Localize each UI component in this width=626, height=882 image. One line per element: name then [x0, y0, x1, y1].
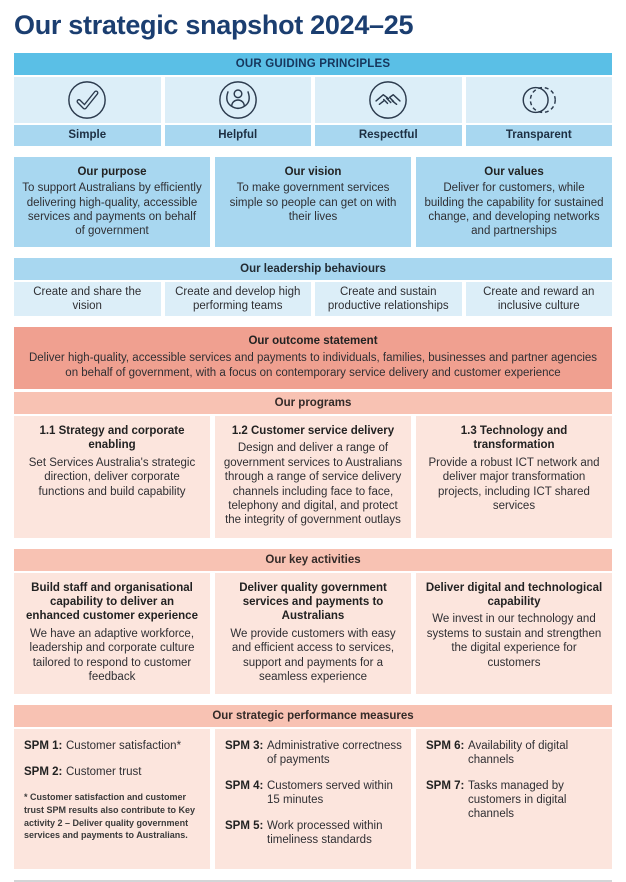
vision-body: To make government services simple so pe… [229, 182, 397, 223]
values-heading: Our values [484, 166, 544, 178]
values-card: Our values Deliver for customers, while … [416, 157, 612, 248]
outcome-body: Deliver high-quality, accessible service… [28, 352, 598, 380]
reporting-header: Reporting on our progress in achieving o… [14, 880, 612, 882]
principle-label-simple: Simple [14, 125, 161, 146]
spm-measure-label: SPM 2: [24, 766, 63, 779]
leadership-header: Our leadership behaviours [14, 258, 612, 281]
key-activity-body: We provide customers with easy and effic… [230, 627, 396, 683]
spm-measure-label: SPM 4: [225, 780, 264, 793]
handshake-icon [369, 81, 408, 119]
principle-label-transparent: Transparent [465, 125, 612, 146]
principle-cell-transparent [465, 77, 612, 123]
program-card-1-3: 1.3 Technology and transformation Provid… [416, 416, 612, 538]
program-body: Provide a robust ICT network and deliver… [428, 456, 600, 512]
spm-column-3: SPM 6: Availability of digital channels … [416, 729, 612, 870]
leadership-section: Our leadership behaviours Create and sha… [14, 258, 612, 317]
vision-heading: Our vision [284, 166, 342, 178]
program-card-1-2: 1.2 Customer service delivery Design and… [215, 416, 411, 538]
check-circle-icon [68, 81, 107, 119]
program-heading: 1.1 Strategy and corporate enabling [39, 425, 185, 452]
spm-measure-label: SPM 1: [24, 740, 63, 753]
programs-section: Our programs 1.1 Strategy and corporate … [14, 392, 612, 538]
spm-measure-text: Administrative correctness of payments [267, 740, 402, 767]
principle-label-respectful: Respectful [315, 125, 462, 146]
spm-row-group: SPM 1: Customer satisfaction* SPM 2: Cus… [14, 729, 612, 870]
spm-measure: SPM 6: Availability of digital channels [426, 739, 604, 767]
spm-measure: SPM 7: Tasks managed by customers in dig… [426, 779, 604, 821]
spm-measure: SPM 3: Administrative correctness of pay… [225, 739, 403, 767]
key-activity-heading: Deliver quality government services and … [239, 581, 387, 623]
spm-measure: SPM 5: Work processed within timeliness … [225, 819, 403, 847]
program-card-1-1: 1.1 Strategy and corporate enabling Set … [14, 416, 210, 538]
leadership-item: Create and develop high performing teams [164, 282, 311, 317]
spm-measure-label: SPM 5: [225, 820, 264, 833]
spm-measure-text: Customers served within 15 minutes [267, 780, 393, 807]
program-heading: 1.3 Technology and transformation [460, 425, 568, 452]
spm-measure: SPM 2: Customer trust [24, 765, 202, 779]
spm-column-1: SPM 1: Customer satisfaction* SPM 2: Cus… [14, 729, 210, 870]
reporting-section: Reporting on our progress in achieving o… [14, 880, 612, 882]
leadership-item: Create and sustain productive relationsh… [315, 282, 462, 317]
leadership-item: Create and reward an inclusive culture [465, 282, 612, 317]
leadership-items-row: Create and share the vision Create and d… [14, 282, 612, 317]
spm-measure-text: Tasks managed by customers in digital ch… [468, 780, 567, 821]
spm-footnote: * Customer satisfaction and customer tru… [24, 792, 196, 841]
spm-measure-text: Work processed within timeliness standar… [267, 820, 383, 847]
spm-measure-label: SPM 7: [426, 780, 465, 793]
key-activity-heading: Build staff and organisational capabilit… [26, 581, 198, 623]
purpose-heading: Our purpose [77, 166, 147, 178]
spm-measure-label: SPM 3: [225, 740, 264, 753]
principle-cell-respectful [315, 77, 462, 123]
leadership-item: Create and share the vision [14, 282, 161, 317]
spm-measure-text: Customer satisfaction* [66, 740, 182, 753]
statements-section: Our purpose To support Australians by ef… [14, 157, 612, 248]
vision-card: Our vision To make government services s… [215, 157, 411, 248]
program-body: Set Services Australia's strategic direc… [28, 456, 196, 498]
key-activity-heading: Deliver digital and technological capabi… [425, 581, 603, 609]
programs-row: 1.1 Strategy and corporate enabling Set … [14, 416, 612, 538]
overlapping-circles-icon [522, 86, 556, 114]
programs-header: Our programs [14, 392, 612, 415]
principle-cell-simple [14, 77, 161, 123]
spm-column-2: SPM 3: Administrative correctness of pay… [215, 729, 411, 870]
spm-measure-text: Customer trust [66, 766, 142, 779]
key-activity-body: We invest in our technology and systems … [426, 613, 602, 669]
guiding-principles-section: OUR GUIDING PRINCIPLES [14, 53, 612, 146]
outcome-statement: Our outcome statement Deliver high-quali… [14, 327, 612, 390]
key-activity-body: We have an adaptive workforce, leadershi… [29, 627, 195, 683]
spm-measure-text: Availability of digital channels [468, 740, 569, 767]
purpose-card: Our purpose To support Australians by ef… [14, 157, 210, 248]
program-body: Design and deliver a range of government… [223, 442, 403, 527]
person-in-hands-icon [218, 81, 257, 119]
program-heading: 1.2 Customer service delivery [231, 425, 395, 438]
page-title: Our strategic snapshot 2024–25 [14, 10, 414, 40]
principle-label-helpful: Helpful [164, 125, 311, 146]
key-activity-card: Build staff and organisational capabilit… [14, 572, 210, 695]
key-activity-card: Deliver digital and technological capabi… [416, 572, 612, 695]
guiding-principles-header: OUR GUIDING PRINCIPLES [14, 53, 612, 75]
spm-section: Our strategic performance measures SPM 1… [14, 705, 612, 870]
outcome-heading: Our outcome statement [248, 335, 378, 348]
spm-measure-label: SPM 6: [426, 740, 465, 753]
spm-header: Our strategic performance measures [14, 705, 612, 728]
purpose-body: To support Australians by efficiently de… [22, 182, 202, 237]
guiding-principles-icon-row [14, 77, 612, 123]
key-activities-section: Our key activities Build staff and organ… [14, 548, 612, 695]
values-body: Deliver for customers, while building th… [424, 182, 604, 237]
guiding-principles-label-row: Simple Helpful Respectful Transparent [14, 125, 612, 146]
spm-measure: SPM 4: Customers served within 15 minute… [225, 779, 403, 807]
key-activity-card: Deliver quality government services and … [215, 572, 411, 695]
principle-cell-helpful [164, 77, 311, 123]
spm-measure: SPM 1: Customer satisfaction* [24, 739, 202, 753]
key-activities-row: Build staff and organisational capabilit… [14, 572, 612, 695]
key-activities-header: Our key activities [14, 548, 612, 571]
